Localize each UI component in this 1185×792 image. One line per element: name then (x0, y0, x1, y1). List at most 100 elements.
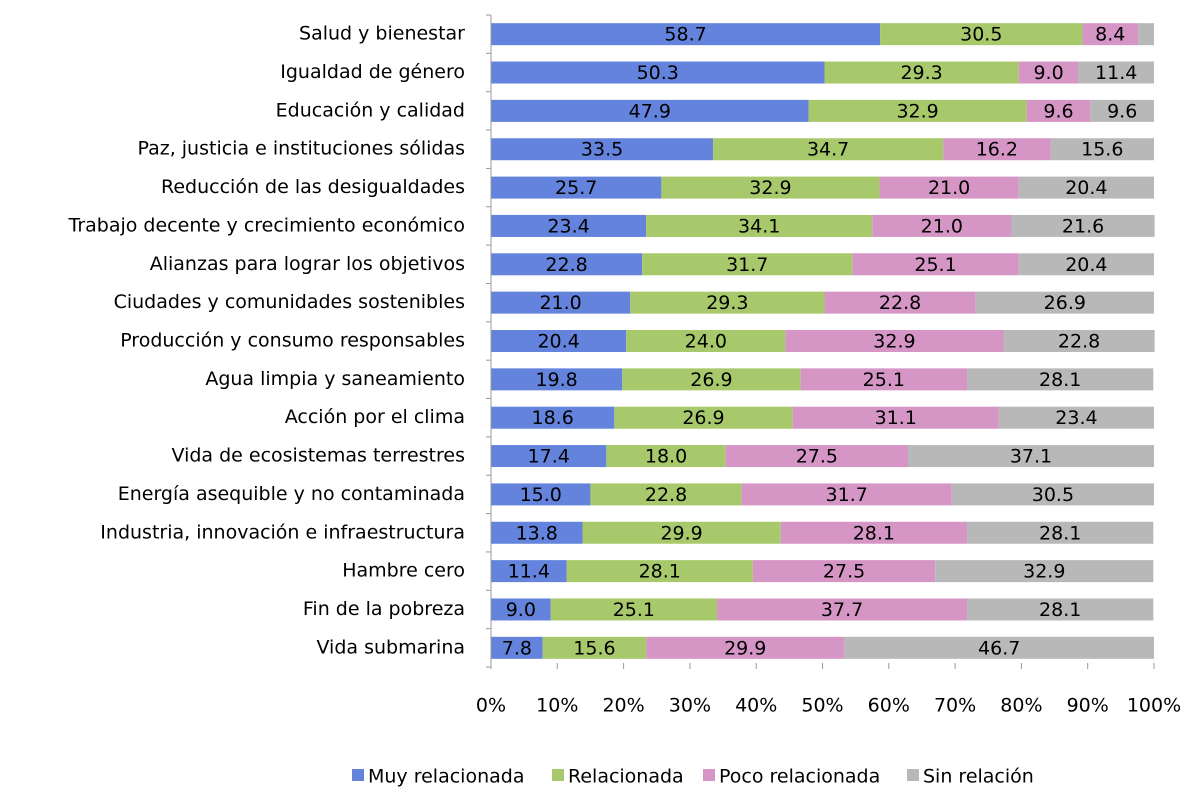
category-label: Trabajo decente y crecimiento económico (68, 214, 465, 236)
x-tick-label: 100% (1127, 695, 1181, 717)
bar-segment (491, 330, 627, 352)
bar-segment (908, 445, 1154, 468)
data-label: 13.8 (516, 522, 558, 544)
x-tick-label: 20% (602, 695, 644, 717)
bar-segment (491, 598, 551, 621)
bar-segment (491, 99, 809, 122)
data-label: 32.9 (749, 177, 791, 199)
legend-swatch (352, 769, 364, 781)
data-label: 15.0 (520, 484, 562, 506)
bar-segment (780, 521, 968, 544)
bar-segment (642, 253, 853, 276)
bar-segment (951, 483, 1154, 506)
category-label: Vida submarina (316, 636, 465, 658)
data-label: 22.8 (645, 484, 687, 506)
bar-segment (626, 330, 786, 352)
bar-segment (491, 291, 631, 314)
bar-segment (1018, 176, 1154, 199)
data-label: 21.0 (539, 292, 581, 314)
data-label: 21.0 (921, 215, 963, 237)
data-label: 27.5 (796, 446, 838, 468)
data-label: 26.9 (690, 369, 732, 391)
bar-segment (630, 291, 825, 314)
data-label: 32.9 (896, 100, 938, 122)
bar-segment (741, 483, 952, 506)
bar-segment (725, 445, 909, 468)
bar-segment (491, 636, 543, 659)
category-label: Vida de ecosistemas terrestres (172, 445, 466, 467)
data-label: 32.9 (873, 331, 915, 353)
bar-segment (1003, 330, 1155, 352)
data-label: 29.3 (900, 62, 942, 84)
data-label: 15.6 (573, 637, 615, 659)
x-tick-label: 40% (735, 695, 777, 717)
bar-segment (800, 368, 968, 391)
data-label: 28.1 (853, 522, 895, 544)
data-label: 58.7 (664, 24, 706, 46)
data-label: 34.1 (738, 215, 780, 237)
x-tick-label: 0% (476, 695, 506, 717)
x-tick-label: 60% (868, 695, 910, 717)
category-label: Agua limpia y saneamiento (205, 368, 465, 390)
bar-segment (1138, 23, 1154, 46)
bar-segment (491, 253, 643, 276)
bar-segment (717, 598, 968, 621)
bar-segment (975, 291, 1154, 314)
data-label: 21.0 (928, 177, 970, 199)
data-label: 33.5 (581, 139, 623, 161)
category-label: Salud y bienestar (299, 23, 465, 45)
data-label: 37.7 (821, 599, 863, 621)
legend-label: Relacionada (568, 766, 684, 788)
data-label: 30.5 (1032, 484, 1074, 506)
bar-segment (1011, 214, 1155, 237)
data-label: 9.0 (1033, 62, 1063, 84)
legend-swatch (907, 769, 919, 781)
category-label: Producción y consumo responsables (120, 330, 465, 352)
bar-segment (880, 23, 1083, 46)
bar-segment (943, 138, 1051, 161)
data-label: 28.1 (1039, 369, 1081, 391)
bar-segment (967, 598, 1154, 621)
bar-segment (935, 560, 1154, 583)
data-label: 18.6 (532, 407, 574, 429)
data-label: 24.0 (685, 331, 727, 353)
legend-swatch (552, 769, 564, 781)
data-label: 9.6 (1043, 100, 1073, 122)
bar-segment (824, 291, 976, 314)
bar-segment (1026, 99, 1091, 122)
legend-label: Sin relación (923, 766, 1034, 788)
bar-segment (550, 598, 718, 621)
x-tick-label: 50% (801, 695, 843, 717)
data-label: 11.4 (1095, 62, 1137, 84)
bar-segment (1018, 61, 1079, 84)
category-label: Ciudades y comunidades sostenibles (114, 291, 465, 313)
x-tick-label: 90% (1067, 695, 1109, 717)
x-tick-label: 80% (1000, 695, 1042, 717)
data-label: 20.4 (1065, 177, 1107, 199)
bar-segment (491, 61, 825, 84)
bar-segment (491, 23, 881, 46)
bar-segment (998, 406, 1154, 429)
bar-segment (713, 138, 944, 161)
category-label: Alianzas para lograr los objetivos (150, 253, 465, 275)
data-label: 20.4 (537, 331, 579, 353)
bar-segment (785, 330, 1004, 352)
category-label: Igualdad de género (280, 61, 465, 83)
data-label: 9.0 (506, 599, 536, 621)
data-label: 25.1 (613, 599, 655, 621)
data-label: 31.7 (826, 484, 868, 506)
bar-segment (792, 406, 999, 429)
data-label: 22.8 (545, 254, 587, 276)
bar-segment (491, 176, 662, 199)
data-label: 28.1 (1039, 522, 1081, 544)
data-label: 9.6 (1107, 100, 1137, 122)
category-label: Fin de la pobreza (303, 598, 465, 620)
bar-segment (491, 521, 583, 544)
data-label: 17.4 (528, 446, 570, 468)
data-label: 29.9 (724, 637, 766, 659)
x-tick-label: 10% (536, 695, 578, 717)
bar-segment (646, 214, 873, 237)
bar-segment (879, 176, 1019, 199)
bar-segment (491, 445, 607, 468)
bar-segment (872, 214, 1012, 237)
